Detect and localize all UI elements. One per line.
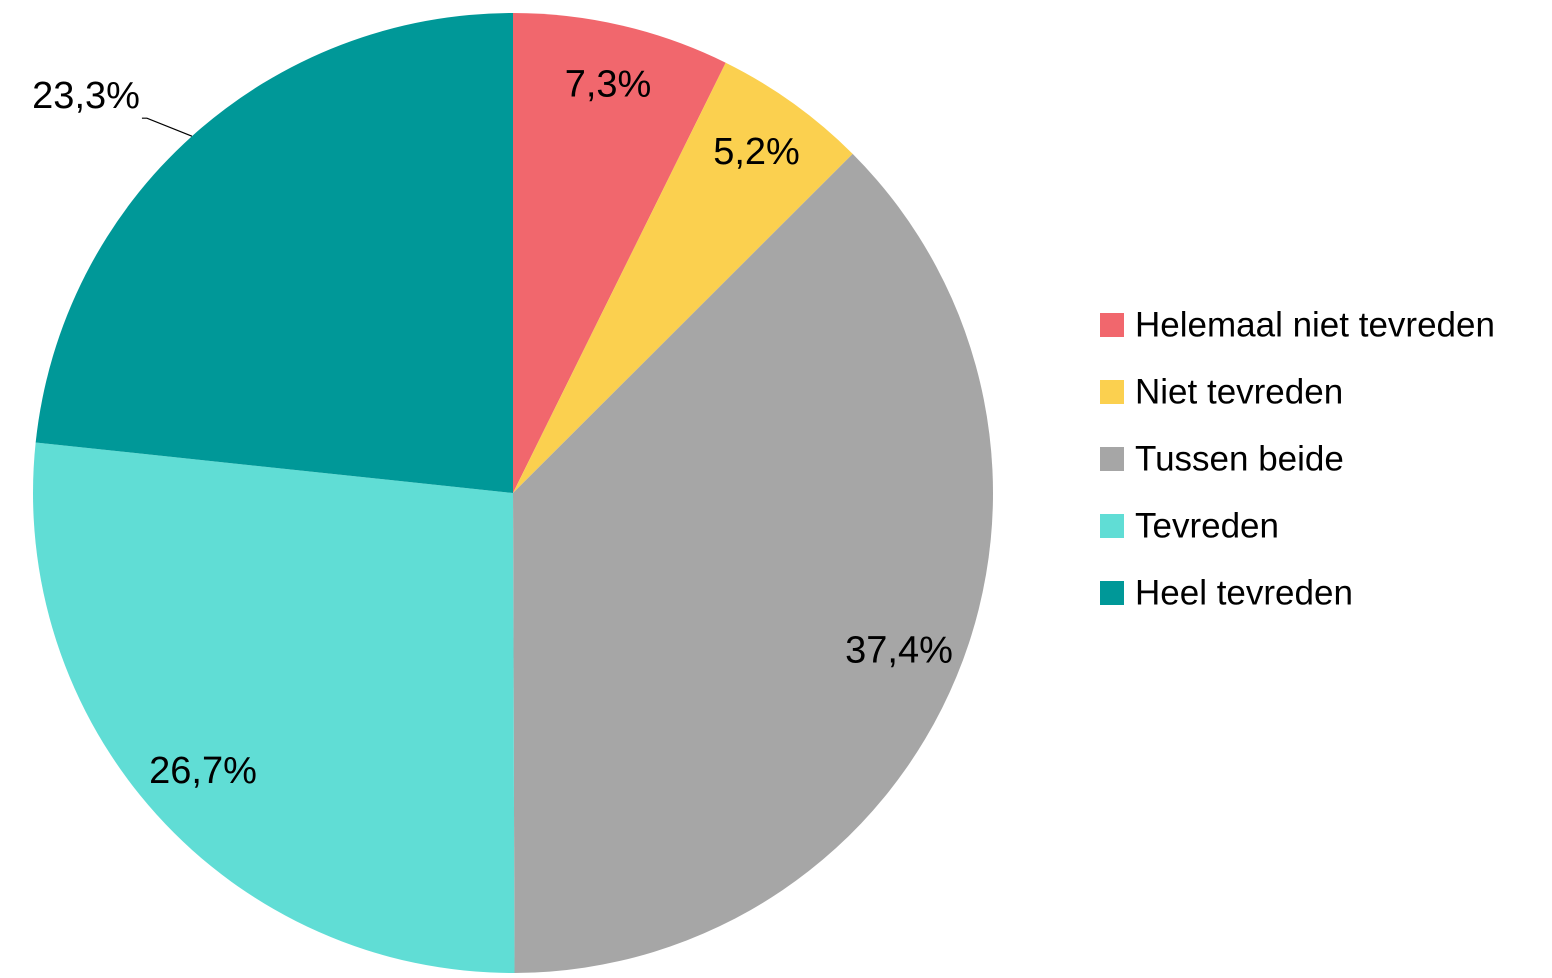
pie-slice xyxy=(513,62,853,493)
data-label: 7,3% xyxy=(565,63,652,105)
legend-swatch xyxy=(1100,581,1124,605)
legend-swatch xyxy=(1100,447,1124,471)
legend-swatch xyxy=(1100,380,1124,404)
legend-swatch xyxy=(1100,514,1124,538)
legend-label: Niet tevreden xyxy=(1135,372,1343,411)
legend-label: Tussen beide xyxy=(1135,439,1344,478)
pie-slice xyxy=(513,13,726,493)
pie-slice xyxy=(513,153,993,973)
data-label: 37,4% xyxy=(845,629,953,671)
legend-label: Heel tevreden xyxy=(1135,573,1353,612)
legend-swatch xyxy=(1100,313,1124,337)
leader-line xyxy=(141,117,193,137)
pie-slice xyxy=(35,13,514,493)
data-label: 5,2% xyxy=(713,131,800,173)
data-label: 23,3% xyxy=(32,75,140,117)
pie-slice xyxy=(32,442,515,973)
legend-label: Helemaal niet tevreden xyxy=(1135,305,1495,344)
data-label: 26,7% xyxy=(149,750,257,792)
legend-label: Tevreden xyxy=(1135,506,1279,545)
